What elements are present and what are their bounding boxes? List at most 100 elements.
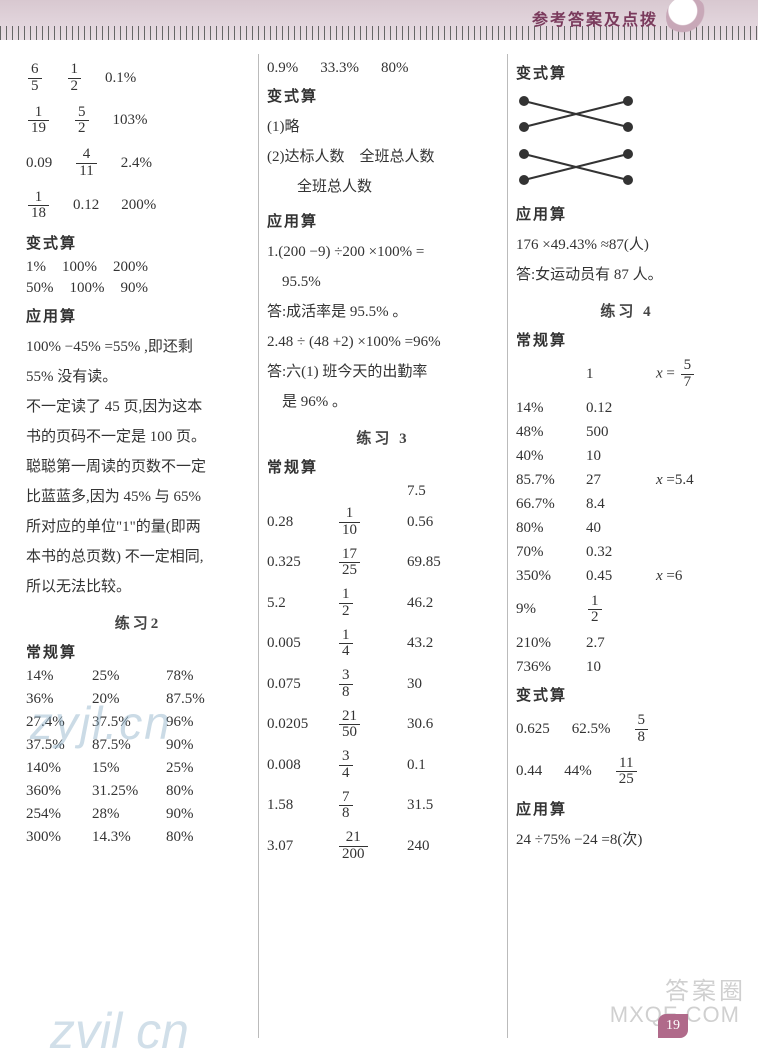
cell: 25% bbox=[92, 668, 166, 685]
cell: 15% bbox=[92, 760, 166, 777]
value: 200% bbox=[121, 197, 156, 214]
equation: x x =5.4=5.4 bbox=[656, 472, 726, 489]
header-title: 参考答案及点拨 bbox=[532, 6, 658, 30]
den: 8 bbox=[635, 730, 649, 746]
text-line: 比蓝蓝多,因为 45% 与 65% bbox=[26, 482, 250, 512]
value: 90% bbox=[121, 280, 149, 297]
frac-row: 65 12 0.1% bbox=[26, 60, 250, 97]
text-line: (2)达标人数 全班总人数 bbox=[267, 142, 499, 172]
text-line: 176 ×49.43% ≈87(人) bbox=[516, 230, 738, 260]
percent-row: 1% 100% 200% bbox=[26, 259, 250, 276]
heading-lx4: 练习 4 bbox=[516, 300, 738, 321]
cell: 80% bbox=[166, 829, 232, 846]
cell: 8.4 bbox=[586, 496, 656, 513]
cell: 210% bbox=[516, 635, 586, 652]
num: 3 bbox=[339, 749, 353, 766]
cell: 48% bbox=[516, 424, 586, 441]
percent-grid: 14%25%78% 36%20%87.5% 27.4%37.5%96% 37.5… bbox=[26, 668, 250, 846]
den: 10 bbox=[339, 523, 360, 539]
heading-lx3: 练习 3 bbox=[267, 427, 499, 448]
column-1: 65 12 0.1% 119 52 103% 0.09 411 2.4% 118… bbox=[18, 54, 258, 1038]
grid-3col: 1 x = 57 14%0.12 48%500 40%10 85.7%27x x… bbox=[516, 356, 738, 676]
heading-changgui: 常规算 bbox=[267, 456, 499, 477]
cell: 20% bbox=[92, 691, 166, 708]
cell: 37.5% bbox=[92, 714, 166, 731]
cell: 5.2 bbox=[267, 595, 337, 612]
text-line: 1.(200 −9) ÷200 ×100% = bbox=[267, 237, 499, 267]
cell: 7.5 bbox=[407, 483, 477, 500]
den: 7 bbox=[681, 375, 695, 391]
text-line: 24 ÷75% −24 =8(次) bbox=[516, 825, 738, 855]
cell: 40% bbox=[516, 448, 586, 465]
cross-diagram-icon bbox=[516, 93, 636, 135]
cell: 14.3% bbox=[92, 829, 166, 846]
num: 1 bbox=[339, 587, 353, 604]
cell: 66.7% bbox=[516, 496, 586, 513]
num: 4 bbox=[76, 147, 96, 164]
cell: 254% bbox=[26, 806, 92, 823]
cell: 3.07 bbox=[267, 838, 337, 855]
percent-row: 0.9% 33.3% 80% bbox=[267, 60, 499, 77]
cell: 25% bbox=[166, 760, 232, 777]
num: 1 bbox=[28, 190, 49, 207]
cell: 140% bbox=[26, 760, 92, 777]
cell: 36% bbox=[26, 691, 92, 708]
cell: 0.56 bbox=[407, 514, 477, 531]
value-row: 0.44 44% 1125 bbox=[516, 754, 738, 791]
den: 2 bbox=[339, 604, 353, 620]
cross-diagram-icon bbox=[516, 146, 636, 188]
cell: 40 bbox=[586, 520, 656, 537]
cell: 2.7 bbox=[586, 635, 656, 652]
value: 33.3% bbox=[320, 60, 359, 77]
cell: 360% bbox=[26, 783, 92, 800]
num: 21 bbox=[339, 830, 368, 847]
heading-changgui: 常规算 bbox=[26, 641, 250, 662]
num: 3 bbox=[339, 668, 353, 685]
cell: 1.58 bbox=[267, 797, 337, 814]
cell: 10 bbox=[586, 659, 656, 676]
num: 6 bbox=[28, 62, 42, 79]
cell: 78% bbox=[166, 668, 232, 685]
den: 11 bbox=[76, 164, 96, 180]
cell: 87.5% bbox=[92, 737, 166, 754]
page-number: 19 bbox=[658, 1014, 688, 1038]
cell: 46.2 bbox=[407, 595, 477, 612]
cell: 69.85 bbox=[407, 554, 477, 571]
header-banner: 参考答案及点拨 bbox=[0, 0, 758, 40]
num: 1 bbox=[339, 628, 353, 645]
value: 62.5% bbox=[572, 721, 611, 738]
heading-yingyong: 应用算 bbox=[267, 210, 499, 231]
heading-bianshi: 变式算 bbox=[267, 85, 499, 106]
cell: 14% bbox=[516, 400, 586, 417]
den: 2 bbox=[588, 610, 602, 626]
den: 8 bbox=[339, 806, 353, 822]
cell: 31.5 bbox=[407, 797, 477, 814]
cell: 28% bbox=[92, 806, 166, 823]
text-line: 答:六(1) 班今天的出勤率 bbox=[267, 357, 499, 387]
cell: 70% bbox=[516, 544, 586, 561]
heading-lx2: 练习2 bbox=[26, 612, 250, 633]
den: 18 bbox=[28, 206, 49, 222]
value: 100% bbox=[62, 259, 97, 276]
cell: 240 bbox=[407, 838, 477, 855]
value: 50% bbox=[26, 280, 54, 297]
num: 1 bbox=[68, 62, 82, 79]
text-line: 2.48 ÷ (48 +2) ×100% =96% bbox=[267, 327, 499, 357]
den: 200 bbox=[339, 847, 368, 863]
value: 1% bbox=[26, 259, 46, 276]
value: 0.44 bbox=[516, 763, 542, 780]
num: 7 bbox=[339, 790, 353, 807]
heading-yingyong2: 应用算 bbox=[516, 798, 738, 819]
cell: 0.075 bbox=[267, 676, 337, 693]
num: 5 bbox=[681, 358, 695, 375]
den: 4 bbox=[339, 644, 353, 660]
text-line: 是 96% 。 bbox=[267, 387, 499, 417]
value: 80% bbox=[381, 60, 409, 77]
value: 200% bbox=[113, 259, 148, 276]
text-line: 55% 没有读。 bbox=[26, 362, 250, 392]
cell: 0.45 bbox=[586, 568, 656, 585]
text-line: (1)略 bbox=[267, 112, 499, 142]
cell: 30 bbox=[407, 676, 477, 693]
paragraph: 100% −45% =55% ,即还剩 55% 没有读。 不一定读了 45 页,… bbox=[26, 332, 250, 602]
cell: 30.6 bbox=[407, 716, 477, 733]
